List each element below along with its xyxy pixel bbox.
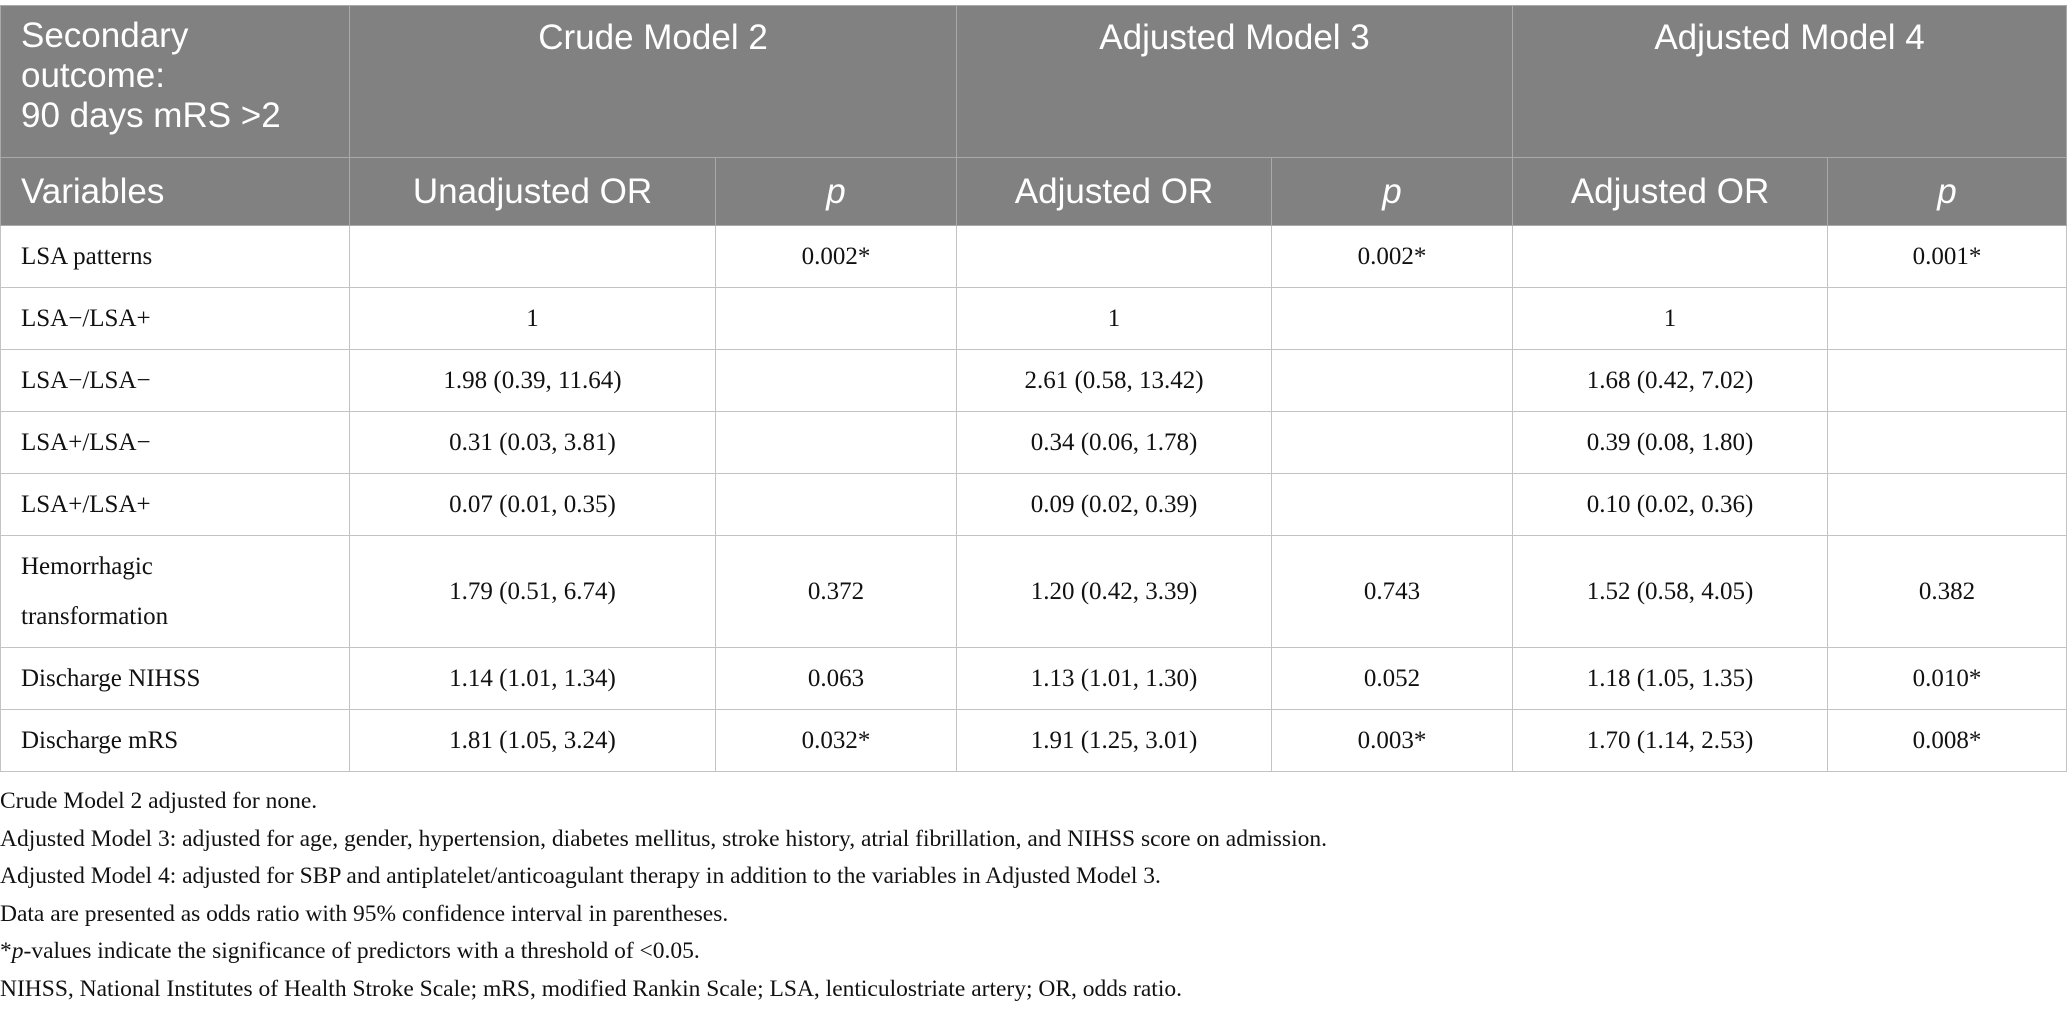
p-cell: 0.002* [1271,225,1514,288]
table-row: LSA−/LSA− 1.98 (0.39, 11.64) 2.61 (0.58,… [0,349,2068,412]
table-row: LSA patterns 0.002* 0.002* 0.001* [0,225,2068,288]
footnote-data-format: Data are presented as odds ratio with 95… [0,900,729,927]
or-cell: 1 [956,287,1273,350]
table-row: LSA+/LSA− 0.31 (0.03, 3.81) 0.34 (0.06, … [0,411,2068,474]
row-label: LSA+/LSA− [0,411,350,474]
or-cell: 1.68 (0.42, 7.02) [1512,349,1829,412]
or-cell: 1.14 (1.01, 1.34) [349,647,716,710]
p-cell: 0.001* [1827,225,2068,288]
table-row: Discharge mRS 1.81 (1.05, 3.24) 0.032* 1… [0,709,2068,772]
p-cell: 0.002* [714,225,958,288]
footnote-crude-model: Crude Model 2 adjusted for none. [0,788,318,814]
p-cell: 0.003* [1271,709,1514,772]
p-cell: 0.063 [714,647,958,710]
outcome-title-line: Secondary [21,16,189,55]
p-cell: 0.008* [1827,709,2068,772]
row-label: Discharge NIHSS [0,647,350,710]
model-header-row: Secondary outcome: 90 days mRS >2 Crude … [0,5,2068,158]
p-cell [1827,349,2068,412]
footnote-p-text: -values indicate the significance of pre… [23,938,700,964]
p-cell: 0.052 [1271,647,1514,710]
p-cell [714,411,958,474]
or-cell: 0.09 (0.02, 0.39) [956,473,1273,536]
table-footnotes: Crude Model 2 adjusted for none. Adjuste… [0,783,2060,1008]
or-cell: 1 [1512,287,1829,350]
p-cell [1271,287,1514,350]
table-row: LSA−/LSA+ 1 1 1 [0,287,2068,350]
row-label: Hemorrhagic transformation [0,535,350,648]
or-cell: 1 [349,287,716,350]
or-cell: 2.61 (0.58, 13.42) [956,349,1273,412]
or-cell: 1.18 (1.05, 1.35) [1512,647,1829,710]
or-cell: 1.79 (0.51, 6.74) [349,535,716,648]
footnote-p-symbol: p [11,938,24,964]
model-header-adjusted-3: Adjusted Model 3 [956,5,1514,158]
model-header-crude-2: Crude Model 2 [348,5,958,158]
p-cell [1271,349,1514,412]
p-column-header: p [1271,157,1514,226]
or-cell: 1.70 (1.14, 2.53) [1512,709,1829,772]
or-cell [1512,225,1829,288]
row-label: LSA+/LSA+ [0,473,350,536]
row-label-line: Hemorrhagic [21,552,153,580]
row-label: LSA patterns [0,225,350,288]
or-column-header: Adjusted OR [1512,157,1829,226]
footnote-star: * [0,938,12,964]
p-column-header: p [714,157,958,226]
or-cell: 1.52 (0.58, 4.05) [1512,535,1829,648]
or-cell [956,225,1273,288]
row-label: LSA−/LSA+ [0,287,350,350]
model-header-adjusted-4: Adjusted Model 4 [1512,5,2068,158]
or-column-header: Adjusted OR [956,157,1273,226]
p-cell [714,287,958,350]
row-label: LSA−/LSA− [0,349,350,412]
p-cell [1827,411,2068,474]
p-column-header: p [1827,157,2068,226]
outcome-title-line: outcome: [21,56,165,95]
table-row: Hemorrhagic transformation 1.79 (0.51, 6… [0,535,2068,648]
p-cell [714,349,958,412]
p-cell: 0.382 [1827,535,2068,648]
p-cell [714,473,958,536]
p-cell [1271,473,1514,536]
p-cell [1827,287,2068,350]
or-cell: 0.10 (0.02, 0.36) [1512,473,1829,536]
or-cell: 0.31 (0.03, 3.81) [349,411,716,474]
footnote-model-4: Adjusted Model 4: adjusted for SBP and a… [0,863,1161,889]
table-row: LSA+/LSA+ 0.07 (0.01, 0.35) 0.09 (0.02, … [0,473,2068,536]
footnote-abbreviations: NIHSS, National Institutes of Health Str… [0,975,1182,1002]
or-cell: 0.34 (0.06, 1.78) [956,411,1273,474]
outcome-title-line: 90 days mRS >2 [21,96,281,135]
or-cell [349,225,716,288]
p-cell: 0.372 [714,535,958,648]
results-table: Secondary outcome: 90 days mRS >2 Crude … [0,5,2068,772]
or-cell: 1.98 (0.39, 11.64) [349,349,716,412]
table-row: Discharge NIHSS 1.14 (1.01, 1.34) 0.063 … [0,647,2068,710]
or-cell: 1.81 (1.05, 3.24) [349,709,716,772]
or-cell: 0.07 (0.01, 0.35) [349,473,716,536]
outcome-header-cell: Secondary outcome: 90 days mRS >2 [0,5,350,158]
row-label: Discharge mRS [0,709,350,772]
column-header-row: Variables Unadjusted OR p Adjusted OR p … [0,157,2068,226]
variables-header: Variables [0,157,350,226]
or-cell: 0.39 (0.08, 1.80) [1512,411,1829,474]
footnote-p-value: *p-values indicate the significance of p… [0,933,2060,971]
footnote-model-3: Adjusted Model 3: adjusted for age, gend… [0,825,1327,852]
or-column-header: Unadjusted OR [349,157,716,226]
p-cell: 0.032* [714,709,958,772]
p-cell [1827,473,2068,536]
or-cell: 1.13 (1.01, 1.30) [956,647,1273,710]
or-cell: 1.20 (0.42, 3.39) [956,535,1273,648]
p-cell: 0.010* [1827,647,2068,710]
p-cell: 0.743 [1271,535,1514,648]
or-cell: 1.91 (1.25, 3.01) [956,709,1273,772]
p-cell [1271,411,1514,474]
row-label-line: transformation [21,602,169,630]
